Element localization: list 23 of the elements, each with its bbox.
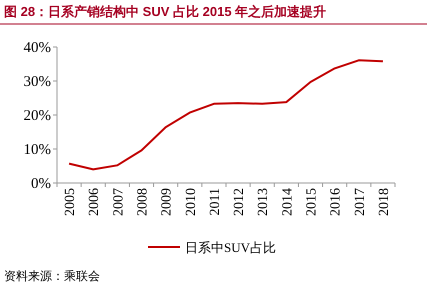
x-tick-label: 2012 [232, 188, 248, 216]
x-tick-label: 2006 [87, 188, 102, 216]
line-series [68, 59, 384, 170]
x-tick-label: 2018 [376, 188, 392, 216]
chart-title: 图 28：日系产销结构中 SUV 占比 2015 年之后加速提升 [4, 4, 326, 19]
x-tick-label: 2013 [256, 188, 272, 216]
y-tick-label: 30% [24, 74, 51, 90]
x-tick-label: 2015 [304, 188, 320, 216]
x-tick-label: 2008 [136, 188, 150, 216]
x-tick-label: 2009 [160, 188, 175, 216]
y-tick-label: 0% [31, 176, 51, 192]
x-tick-label: 2011 [208, 188, 223, 216]
x-tick-label: 2016 [328, 188, 344, 216]
y-tick-label: 20% [24, 108, 51, 124]
x-tick-label: 2005 [63, 188, 78, 216]
x-tick-label: 2007 [111, 188, 126, 216]
y-tick-label: 40% [24, 40, 51, 56]
legend-label: 日系中SUV占比 [185, 240, 276, 255]
x-tick-label: 2017 [352, 188, 368, 216]
y-tick-label: 10% [24, 142, 51, 158]
text: 资料来源：乘联会 [4, 269, 100, 283]
x-tick-label: 2014 [280, 188, 296, 216]
x-tick-label: 2010 [184, 188, 199, 216]
